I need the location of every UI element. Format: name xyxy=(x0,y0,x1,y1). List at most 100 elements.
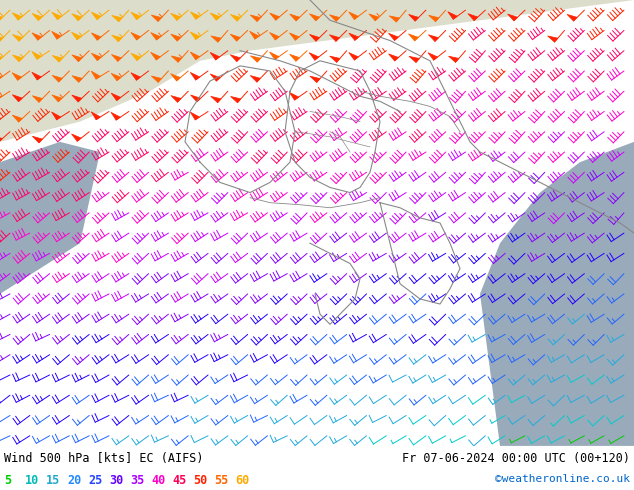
Polygon shape xyxy=(448,12,457,19)
Polygon shape xyxy=(0,73,2,80)
Polygon shape xyxy=(72,134,81,141)
Polygon shape xyxy=(190,112,200,120)
Text: 10: 10 xyxy=(25,474,39,487)
Polygon shape xyxy=(111,74,121,80)
Polygon shape xyxy=(250,56,261,62)
Polygon shape xyxy=(0,0,634,142)
Text: 5: 5 xyxy=(4,474,11,487)
Polygon shape xyxy=(0,14,3,21)
Polygon shape xyxy=(290,14,300,21)
Polygon shape xyxy=(290,54,300,61)
Polygon shape xyxy=(0,54,3,61)
Text: 50: 50 xyxy=(193,474,207,487)
Polygon shape xyxy=(389,16,399,22)
Polygon shape xyxy=(131,32,141,40)
Polygon shape xyxy=(408,14,418,21)
Polygon shape xyxy=(330,56,340,62)
Polygon shape xyxy=(309,53,319,60)
Polygon shape xyxy=(111,112,120,120)
Polygon shape xyxy=(349,33,359,40)
Text: 20: 20 xyxy=(67,474,81,487)
Polygon shape xyxy=(152,15,162,22)
Polygon shape xyxy=(32,51,41,59)
Polygon shape xyxy=(309,34,320,41)
Polygon shape xyxy=(72,95,82,102)
Polygon shape xyxy=(32,96,42,102)
Polygon shape xyxy=(409,56,419,62)
Text: Fr 07-06-2024 00:00 UTC (00+120): Fr 07-06-2024 00:00 UTC (00+120) xyxy=(402,452,630,465)
Polygon shape xyxy=(32,33,42,40)
Polygon shape xyxy=(250,75,261,82)
Polygon shape xyxy=(52,95,62,102)
Polygon shape xyxy=(131,53,141,60)
Polygon shape xyxy=(210,52,219,60)
Polygon shape xyxy=(0,142,100,446)
Polygon shape xyxy=(269,52,279,60)
Polygon shape xyxy=(112,16,122,22)
Text: Wind 500 hPa [kts] EC (AIFS): Wind 500 hPa [kts] EC (AIFS) xyxy=(4,452,204,465)
Polygon shape xyxy=(13,55,23,62)
Polygon shape xyxy=(429,15,439,22)
Polygon shape xyxy=(91,53,101,60)
Polygon shape xyxy=(289,92,299,100)
Polygon shape xyxy=(0,135,3,142)
Polygon shape xyxy=(171,13,181,20)
Polygon shape xyxy=(190,32,200,39)
Polygon shape xyxy=(72,55,82,62)
Polygon shape xyxy=(210,97,221,102)
Polygon shape xyxy=(72,75,82,82)
Polygon shape xyxy=(269,13,280,20)
Polygon shape xyxy=(230,14,240,21)
Polygon shape xyxy=(269,32,279,40)
Text: 35: 35 xyxy=(130,474,145,487)
Polygon shape xyxy=(548,36,558,42)
Polygon shape xyxy=(211,36,221,42)
Polygon shape xyxy=(230,34,240,41)
Polygon shape xyxy=(111,93,120,100)
Polygon shape xyxy=(151,32,160,40)
Polygon shape xyxy=(349,12,358,20)
Polygon shape xyxy=(191,95,200,102)
Polygon shape xyxy=(152,76,162,82)
Polygon shape xyxy=(12,13,22,20)
Polygon shape xyxy=(12,73,22,80)
Polygon shape xyxy=(230,55,240,61)
Polygon shape xyxy=(330,15,340,21)
Polygon shape xyxy=(480,142,634,446)
Polygon shape xyxy=(309,14,320,21)
Polygon shape xyxy=(171,34,181,41)
Text: 30: 30 xyxy=(109,474,123,487)
Polygon shape xyxy=(51,112,61,120)
Polygon shape xyxy=(210,13,220,20)
Polygon shape xyxy=(349,52,358,60)
Text: 55: 55 xyxy=(214,474,228,487)
Text: 40: 40 xyxy=(151,474,165,487)
Polygon shape xyxy=(448,56,459,62)
Polygon shape xyxy=(91,12,101,20)
Text: 15: 15 xyxy=(46,474,60,487)
Polygon shape xyxy=(13,34,22,41)
Polygon shape xyxy=(32,72,41,80)
Polygon shape xyxy=(112,54,122,61)
Polygon shape xyxy=(250,15,261,22)
Polygon shape xyxy=(190,12,200,19)
Text: 45: 45 xyxy=(172,474,186,487)
Polygon shape xyxy=(72,32,81,40)
Polygon shape xyxy=(112,35,122,42)
Text: 25: 25 xyxy=(88,474,102,487)
Polygon shape xyxy=(428,53,437,60)
Polygon shape xyxy=(32,13,42,21)
Text: ©weatheronline.co.uk: ©weatheronline.co.uk xyxy=(495,474,630,484)
Text: 60: 60 xyxy=(235,474,249,487)
Polygon shape xyxy=(51,31,61,39)
Polygon shape xyxy=(52,75,62,82)
Polygon shape xyxy=(131,12,141,20)
Polygon shape xyxy=(151,52,160,60)
Polygon shape xyxy=(91,112,100,120)
Polygon shape xyxy=(12,115,22,122)
Polygon shape xyxy=(171,74,181,81)
Polygon shape xyxy=(52,12,61,20)
Polygon shape xyxy=(389,33,398,40)
Polygon shape xyxy=(310,76,320,82)
Polygon shape xyxy=(369,14,379,21)
